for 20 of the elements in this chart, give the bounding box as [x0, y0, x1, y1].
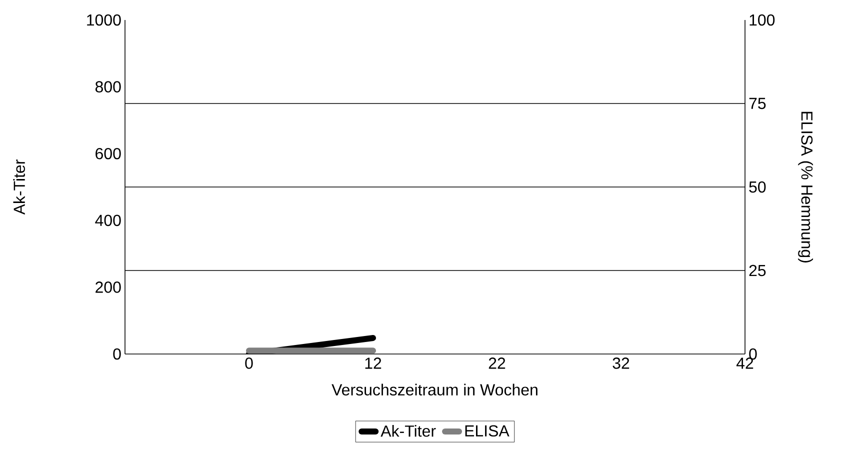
y-tick-label: 800: [95, 81, 121, 92]
y2-tick-label: 100: [750, 14, 775, 26]
y-tick-label: 400: [95, 214, 121, 226]
x-tick-label: 0: [245, 358, 253, 369]
x-axis-title: Versuchszeitraum in Wochen: [332, 384, 538, 396]
y2-axis-title: ELISA (% Hemmung): [798, 112, 814, 262]
x-tick-label: 42: [736, 358, 754, 369]
y-tick-label: 1000: [87, 14, 121, 26]
x-tick-label: 12: [365, 358, 382, 369]
legend-label: Ak-Titer: [380, 425, 436, 437]
y-tick-label: 600: [96, 148, 121, 160]
legend-label: ELISA: [465, 425, 510, 437]
y2-tick-label: 50: [749, 181, 766, 193]
y-tick-label: 200: [96, 282, 121, 293]
x-tick-label: 32: [612, 358, 630, 369]
y-tick-label: 0: [113, 348, 121, 360]
y2-tick-label: 25: [749, 264, 766, 276]
y2-tick-label: 75: [749, 98, 766, 110]
y-axis-title: Ak-Titer: [13, 160, 26, 215]
x-tick-label: 22: [488, 358, 506, 369]
